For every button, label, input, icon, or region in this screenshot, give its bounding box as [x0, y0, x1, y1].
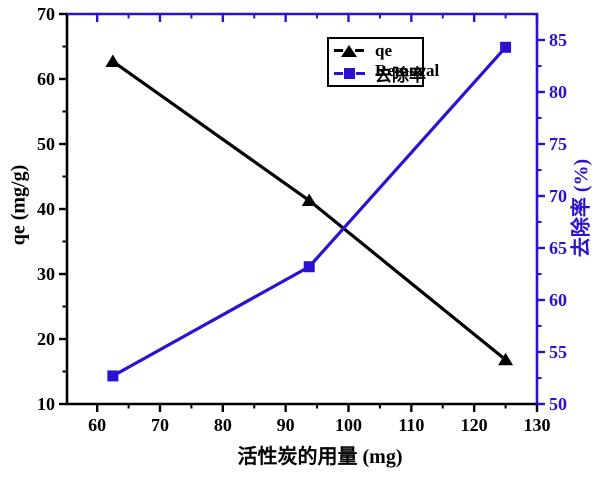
y-right-tick-label: 55 [549, 342, 567, 362]
data-point-square [107, 370, 119, 382]
legend-label-removal: 去除率 Removal [375, 61, 439, 86]
x-tick-label: 110 [398, 415, 424, 435]
line-sample-icon [355, 49, 364, 53]
legend-label-removal-en: Removal [375, 60, 440, 80]
data-point-triangle [105, 54, 121, 67]
line-sample-icon [356, 71, 365, 75]
square-marker-icon [344, 67, 355, 79]
y-left-tick-label: 20 [37, 329, 55, 349]
y-left-tick-label: 10 [37, 394, 55, 414]
data-point-triangle [301, 193, 317, 207]
y-left-tick-label: 70 [37, 4, 55, 24]
data-point-square [500, 41, 512, 53]
series-line-qe [111, 60, 507, 362]
line-sample-icon [334, 49, 343, 53]
y-right-tick-label: 65 [549, 238, 567, 258]
y-left-tick-label: 40 [37, 199, 55, 219]
legend: qe 去除率 Removal [327, 37, 439, 87]
legend-item-removal: 去除率 Removal [334, 61, 439, 85]
line-sample-icon [334, 71, 343, 75]
y-left-tick-label: 60 [37, 69, 55, 89]
x-tick-label: 90 [277, 415, 295, 435]
x-tick-label: 70 [151, 415, 169, 435]
x-axis-title: 活性炭的用量 (mg) [237, 446, 403, 468]
y-left-tick-label: 30 [37, 264, 55, 284]
x-tick-label: 80 [214, 415, 232, 435]
y-right-tick-label: 70 [549, 186, 567, 206]
x-tick-label: 130 [524, 415, 551, 435]
legend-key-removal [334, 67, 371, 79]
triangle-marker-icon [341, 44, 357, 57]
legend-key-qe [334, 44, 371, 57]
series-line-removal [112, 46, 507, 378]
x-tick-label: 60 [88, 415, 106, 435]
y-right-tick-label: 85 [549, 30, 567, 50]
x-tick-label: 120 [461, 415, 488, 435]
y-right-tick-label: 75 [549, 134, 567, 154]
left-axis-title: qe (mg/g) [7, 164, 30, 246]
y-right-tick-label: 80 [549, 82, 567, 102]
y-right-tick-label: 60 [549, 290, 567, 310]
y-left-tick-label: 50 [37, 134, 55, 154]
data-point-square [303, 261, 315, 273]
legend-label-removal-cn: 去除率 [375, 65, 426, 85]
right-axis-title: 去除率 (%) [570, 158, 593, 258]
data-point-triangle [498, 352, 514, 366]
legend-label-qe: qe [375, 40, 392, 60]
x-tick-label: 100 [335, 415, 362, 435]
y-right-tick-label: 50 [549, 394, 567, 414]
legend-item-qe: qe [334, 40, 422, 61]
